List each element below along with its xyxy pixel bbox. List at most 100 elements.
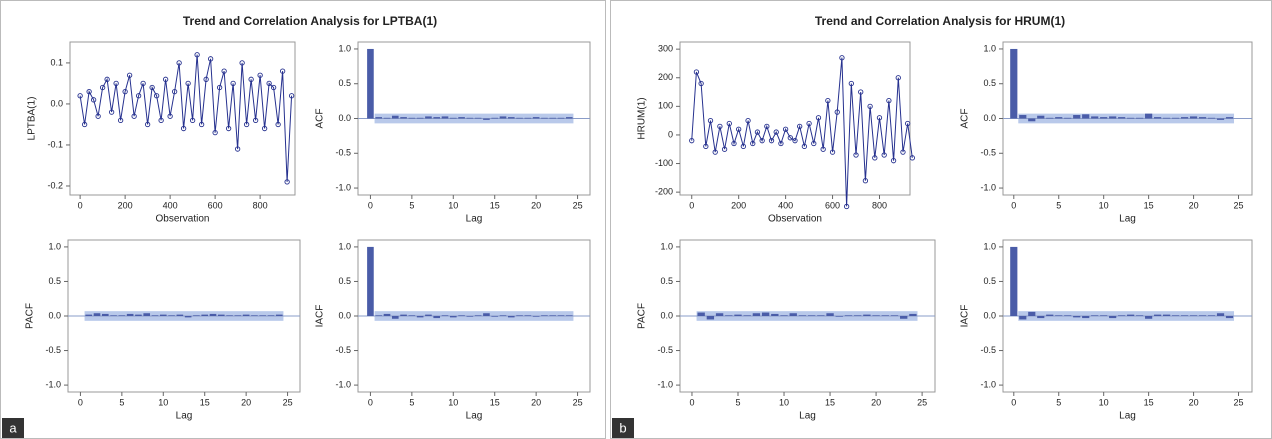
point (275, 121, 281, 128)
x-tick-label: 10 (448, 200, 458, 210)
point (162, 76, 169, 82)
point (895, 75, 901, 81)
point (792, 138, 798, 144)
bar (458, 117, 465, 119)
bar (890, 315, 899, 316)
y-tick-label: -0.5 (335, 345, 351, 355)
x-tick-label: 25 (917, 397, 927, 407)
point (721, 146, 728, 152)
point (797, 123, 803, 130)
bar (1037, 115, 1045, 119)
y-tick-label: 1.0 (338, 43, 351, 53)
point (144, 121, 151, 128)
point (270, 84, 277, 91)
bar (184, 316, 192, 318)
bar (1100, 315, 1108, 316)
bar (532, 316, 540, 317)
bar (771, 313, 779, 316)
point (736, 126, 742, 132)
point (194, 52, 200, 58)
x-axis-label: Lag (466, 214, 483, 225)
point (862, 178, 869, 184)
panel-label-box (612, 418, 634, 438)
x-axis-label: Lag (176, 411, 193, 422)
y-tick-label: -0.5 (980, 148, 996, 158)
point (135, 93, 142, 99)
bar (416, 117, 424, 119)
bar (863, 314, 871, 316)
point (189, 117, 196, 123)
bar (1028, 311, 1036, 316)
plot-frame (679, 41, 911, 196)
point (185, 80, 191, 87)
bar (1216, 313, 1225, 316)
y-tick-label: 0.5 (983, 78, 996, 88)
point (279, 68, 286, 74)
panel-label: b (619, 420, 626, 435)
bar (1019, 316, 1027, 320)
bar (853, 315, 862, 316)
point (158, 117, 164, 123)
x-tick-label: 0 (1011, 200, 1016, 210)
x-tick-label: 20 (531, 397, 541, 407)
point (815, 115, 822, 121)
bar (752, 313, 761, 316)
panel-title: Trend and Correlation Analysis for HRUM(… (815, 14, 1065, 28)
point (176, 60, 182, 66)
bar (1198, 117, 1207, 119)
point (834, 109, 840, 115)
bar (706, 316, 715, 320)
x-tick-label: 15 (825, 397, 835, 407)
panel-label-box (2, 418, 24, 438)
bar (734, 314, 742, 316)
y-tick-label: 1.0 (338, 241, 351, 251)
bar (425, 314, 432, 316)
point (801, 143, 808, 150)
bar (449, 316, 457, 318)
x-axis-label: Observation (768, 214, 822, 225)
y-tick-label: 1.0 (983, 241, 996, 251)
x-tick-label: 20 (531, 200, 541, 210)
x-tick-label: 25 (573, 397, 583, 407)
x-tick-label: 600 (208, 200, 223, 210)
y-tick-label: 0 (668, 129, 673, 139)
bar (1118, 117, 1126, 119)
bar (383, 117, 391, 119)
bar (1180, 315, 1189, 316)
bar (1163, 314, 1171, 316)
point (239, 60, 245, 66)
panel-title: Trend and Correlation Analysis for LPTBA… (183, 14, 437, 28)
bar (1180, 117, 1189, 119)
point (225, 125, 232, 132)
x-tick-label: 20 (1189, 397, 1199, 407)
point (221, 68, 227, 74)
bar (1198, 315, 1207, 316)
bar (151, 315, 159, 316)
bar (1037, 316, 1045, 319)
point (698, 80, 704, 87)
bar (900, 316, 908, 319)
point (243, 121, 250, 128)
y-tick-label: -1.0 (980, 379, 996, 389)
point (754, 129, 761, 135)
bar (408, 315, 416, 316)
y-tick-label: -1.0 (335, 379, 351, 389)
y-axis-label: ACF (315, 109, 326, 129)
point (180, 125, 187, 132)
x-tick-label: 5 (735, 397, 740, 407)
x-tick-label: 600 (825, 200, 840, 210)
y-axis-label: IACF (315, 305, 326, 328)
y-tick-label: 0.5 (660, 276, 673, 286)
bar (1064, 315, 1072, 316)
point (693, 69, 700, 75)
bar (1154, 314, 1162, 316)
x-tick-label: 20 (871, 397, 881, 407)
bar (1171, 315, 1180, 316)
bar (176, 314, 184, 316)
bar (1136, 315, 1144, 316)
y-axis-label: ACF (960, 109, 971, 129)
bar (524, 117, 532, 119)
bar (1064, 117, 1072, 119)
bar (557, 117, 565, 119)
bar (242, 314, 250, 316)
